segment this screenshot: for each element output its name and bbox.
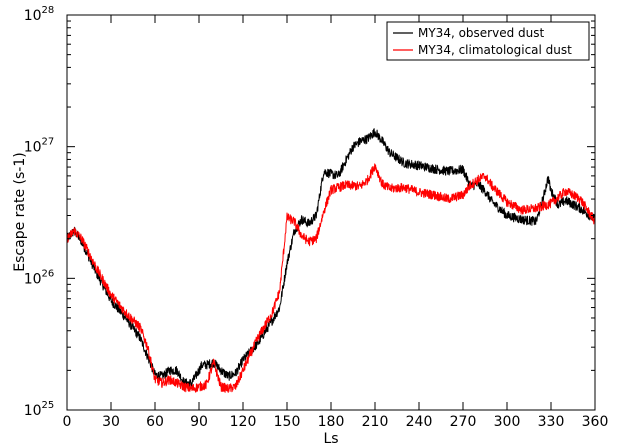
y-tick-label: 1028 — [24, 5, 55, 24]
x-tick-label: 360 — [582, 414, 609, 430]
x-tick-label: 330 — [538, 414, 565, 430]
x-tick-label: 210 — [362, 414, 389, 430]
x-tick-label: 120 — [230, 414, 257, 430]
x-tick-label: 90 — [190, 414, 208, 430]
plot-area — [67, 15, 595, 410]
legend-box — [386, 21, 590, 61]
ticks-layer: 0 30 60 90 120 150 180 210 240 270 300 330 360 1025 10… — [24, 5, 609, 430]
x-tick-label: 180 — [318, 414, 345, 430]
y-tick-label: 1027 — [24, 137, 55, 156]
y-axis-label: Escape rate (s-1) — [12, 152, 28, 271]
y-tick-label: 1026 — [24, 268, 55, 287]
series-line-observed — [66, 128, 596, 388]
x-tick-label: 60 — [146, 414, 164, 430]
series-line-climatological — [66, 163, 596, 393]
x-tick-label: 30 — [102, 414, 120, 430]
plot-frame — [66, 14, 596, 411]
x-tick-label: 270 — [450, 414, 477, 430]
x-tick-label: 150 — [274, 414, 301, 430]
legend-label-climatological: MY34, climatological dust — [418, 43, 572, 57]
x-tick-label: 300 — [494, 414, 521, 430]
legend-label-observed: MY34, observed dust — [418, 26, 545, 40]
series-layer — [66, 128, 596, 393]
x-tick-label: 0 — [63, 414, 72, 430]
x-tick-label: 240 — [406, 414, 433, 430]
legend: MY34, observed dust MY34, climatological… — [386, 21, 590, 61]
x-axis-label: Ls — [323, 431, 338, 446]
y-tick-label: 1025 — [24, 400, 55, 419]
